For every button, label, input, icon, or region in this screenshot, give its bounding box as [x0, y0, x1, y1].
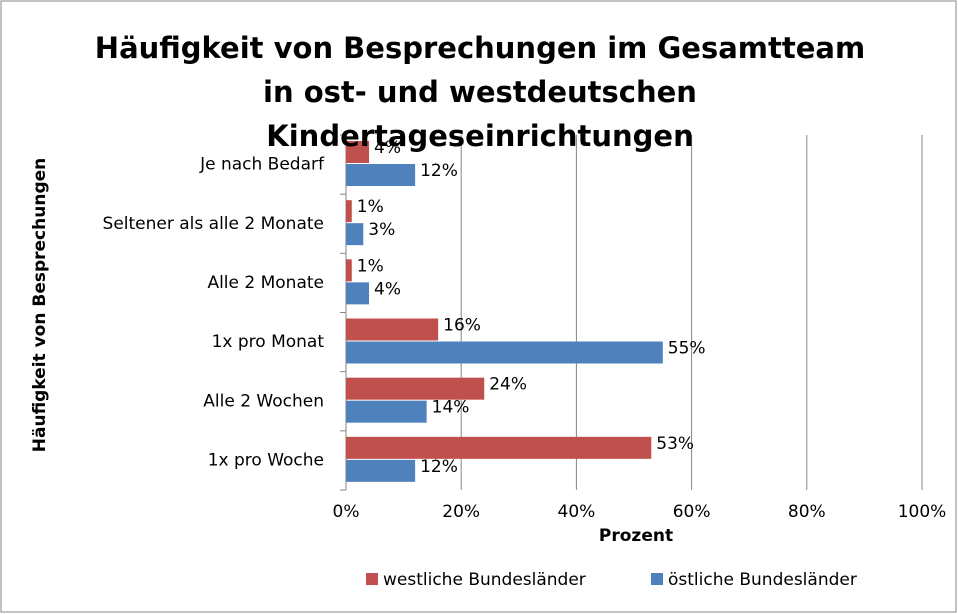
bar: [346, 141, 370, 163]
y-axis-label: Häufigkeit von Besprechungen: [30, 158, 50, 452]
data-label: 1%: [357, 197, 384, 217]
y-tick-label: 1x pro Monat: [212, 332, 325, 352]
y-tick-label: Alle 2 Wochen: [203, 391, 324, 411]
data-label: 55%: [668, 339, 706, 359]
x-tick-label: 60%: [673, 502, 711, 522]
x-tick-label: 0%: [333, 502, 360, 522]
data-label: 12%: [420, 457, 458, 477]
data-label: 4%: [374, 279, 401, 299]
bar: [346, 259, 352, 282]
bar: [346, 164, 416, 186]
x-tick-label: 40%: [558, 502, 596, 522]
legend-label: östliche Bundesländer: [668, 570, 857, 590]
bar: [346, 459, 416, 482]
data-label: 16%: [443, 316, 481, 336]
x-axis-label: Prozent: [599, 526, 673, 546]
legend-label: westliche Bundesländer: [383, 570, 586, 590]
bar: [346, 318, 439, 341]
bar: [346, 223, 364, 246]
data-label: 14%: [432, 398, 470, 418]
data-label: 24%: [489, 375, 527, 395]
chart-title: Häufigkeit von Besprechungen im Gesamtte…: [94, 31, 866, 153]
data-label: 53%: [656, 434, 694, 454]
legend-swatch: [366, 573, 378, 585]
x-tick-label: 20%: [442, 502, 480, 522]
bar: [346, 282, 370, 305]
y-tick-label: Je nach Bedarf: [199, 155, 325, 175]
data-label: 1%: [357, 256, 384, 276]
y-tick-label: Alle 2 Monate: [207, 273, 324, 293]
bar: [346, 377, 485, 400]
bar: [346, 436, 652, 459]
bar: [346, 341, 663, 364]
bar: [346, 200, 352, 223]
data-label: 4%: [374, 138, 401, 158]
legend-swatch: [651, 573, 663, 585]
bar: [346, 400, 427, 423]
data-label: 12%: [420, 161, 458, 181]
x-tick-label: 100%: [898, 502, 947, 522]
x-tick-label: 80%: [788, 502, 826, 522]
y-tick-label: 1x pro Woche: [208, 450, 324, 470]
y-tick-label: Seltener als alle 2 Monate: [103, 214, 324, 234]
data-label: 3%: [368, 220, 395, 240]
